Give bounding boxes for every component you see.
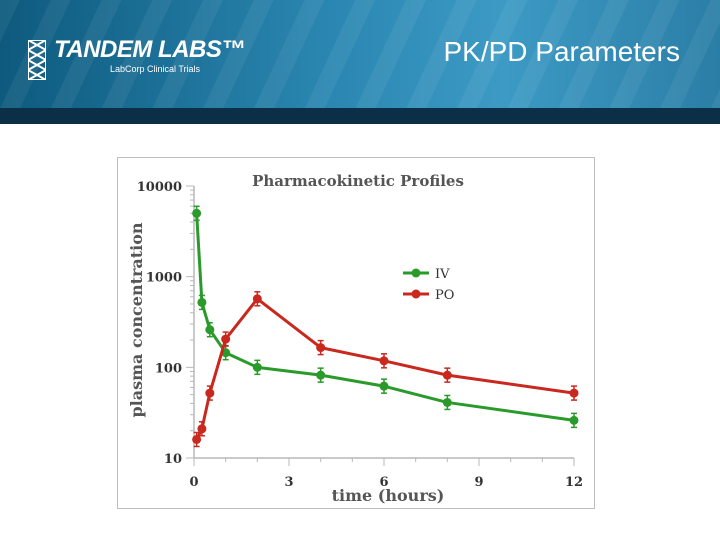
data-point-po (442, 370, 452, 380)
chart-container: 10 100 1000 10000 0 3 6 9 12 IV PO Pharmacokineti… (117, 157, 595, 509)
logo-name: TANDEM LABS™ (54, 36, 245, 63)
data-point-po (205, 388, 215, 398)
legend-marker-po (411, 289, 421, 299)
chart-title: Pharmacokinetic Profiles (252, 172, 464, 190)
x-tick-label: 0 (189, 475, 198, 490)
legend-label-po: PO (435, 288, 454, 303)
y-axis-label: plasma concentration (127, 222, 146, 417)
logo-subtitle: LabCorp Clinical Trials (110, 64, 201, 74)
y-tick-label: 1000 (146, 271, 182, 286)
header-bar (0, 108, 720, 124)
legend-marker-iv (411, 268, 421, 278)
data-point-po (252, 294, 262, 304)
data-point-iv (442, 397, 452, 407)
y-tick-label: 10 (164, 452, 182, 467)
data-point-po (192, 434, 202, 444)
legend-label-iv: IV (435, 267, 450, 282)
x-tick-label: 6 (379, 475, 388, 490)
header-texture (0, 0, 720, 108)
data-point-iv (569, 415, 579, 425)
y-tick-label: 100 (155, 361, 182, 376)
x-tick-label: 3 (284, 475, 293, 490)
data-point-iv (379, 381, 389, 391)
logo-icon (28, 40, 46, 80)
data-point-po (379, 356, 389, 366)
data-point-iv (252, 362, 262, 372)
data-point-po (569, 388, 579, 398)
slide-header: TANDEM LABS™ LabCorp Clinical Trials PK/… (0, 0, 720, 108)
data-point-iv (192, 208, 202, 218)
pk-chart: 10 100 1000 10000 0 3 6 9 12 IV PO Pharmacokineti… (127, 172, 583, 505)
x-tick-label: 9 (474, 475, 483, 490)
slide-title: PK/PD Parameters (443, 36, 680, 67)
data-point-po (316, 343, 326, 353)
data-point-iv (316, 370, 326, 380)
y-tick-label: 10000 (137, 180, 182, 195)
data-point-iv (205, 325, 215, 335)
x-axis-label: time (hours) (332, 486, 445, 505)
data-point-po (197, 424, 207, 434)
data-point-iv (197, 297, 207, 307)
data-point-po (221, 334, 231, 344)
x-tick-label: 12 (565, 475, 583, 490)
